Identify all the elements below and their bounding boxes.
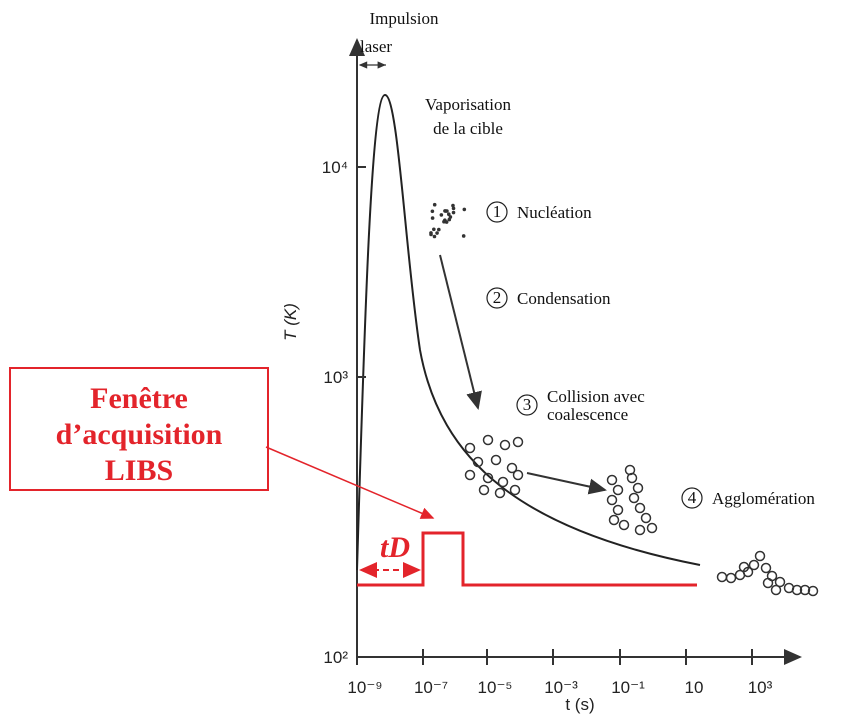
aggregate bbox=[612, 484, 624, 496]
temperature-curve bbox=[356, 93, 701, 571]
aggregate bbox=[738, 561, 750, 573]
x-tick-label: 10⁻⁷ bbox=[414, 678, 448, 697]
aggregate bbox=[799, 584, 811, 596]
stage-number: 1 bbox=[493, 202, 502, 221]
droplet bbox=[482, 472, 494, 484]
annotation: laser bbox=[360, 37, 392, 56]
particle bbox=[439, 213, 444, 217]
x-tick-label: 10 bbox=[685, 678, 704, 697]
acquisition-window bbox=[357, 531, 697, 587]
droplet bbox=[497, 476, 509, 488]
droplet bbox=[472, 456, 484, 468]
droplet bbox=[464, 442, 476, 454]
y-axis-label: T (K) bbox=[281, 303, 300, 341]
particle bbox=[451, 203, 455, 208]
x-tick-label: 10⁻⁵ bbox=[478, 678, 513, 697]
droplet bbox=[509, 484, 521, 496]
droplet bbox=[494, 487, 506, 499]
content: 10² 10³ 10⁴ 10⁻⁹ 10⁻⁷ 10⁻⁵ 10⁻³ 10⁻¹ 10 10³ T (K) t… bbox=[9, 9, 819, 714]
y-tick-label: 10³ bbox=[323, 368, 348, 387]
particle bbox=[442, 219, 446, 224]
droplet bbox=[506, 462, 518, 474]
aggregate bbox=[791, 584, 803, 596]
particle bbox=[432, 234, 437, 239]
particle bbox=[462, 207, 467, 212]
x-tick-label: 10³ bbox=[748, 678, 773, 697]
particle bbox=[432, 202, 437, 207]
particle bbox=[430, 216, 435, 220]
x-tick-label: 10⁻³ bbox=[544, 678, 578, 697]
stage-label: coalescence bbox=[547, 405, 628, 424]
stage-number: 3 bbox=[523, 395, 532, 414]
stage-label: Agglomération bbox=[712, 489, 815, 508]
aggregate bbox=[612, 504, 624, 516]
y-tick-label: 10⁴ bbox=[322, 158, 348, 177]
stage-marker bbox=[516, 394, 538, 416]
aggregate bbox=[725, 572, 737, 584]
particle bbox=[444, 209, 448, 213]
arrow bbox=[526, 472, 607, 495]
particle bbox=[451, 210, 456, 215]
window-box-text: d’acquisition bbox=[56, 418, 223, 451]
callout-line bbox=[265, 446, 435, 519]
aggregate bbox=[774, 576, 786, 588]
droplet bbox=[490, 454, 502, 466]
x-tick-label: 10⁻¹ bbox=[611, 678, 645, 697]
window-box-text: Fenêtre bbox=[90, 382, 188, 415]
droplet bbox=[482, 434, 494, 446]
particle bbox=[435, 231, 439, 235]
aggregate bbox=[632, 482, 644, 494]
droplet bbox=[464, 469, 476, 481]
aggregate bbox=[807, 585, 819, 597]
particle bbox=[447, 217, 452, 222]
particle bbox=[432, 227, 436, 232]
aggregate bbox=[606, 474, 618, 486]
stage-number: 2 bbox=[493, 288, 502, 307]
particle bbox=[430, 209, 435, 214]
aggregate bbox=[618, 519, 630, 531]
aggregate bbox=[762, 577, 774, 589]
x-axis-label: t (s) bbox=[565, 695, 594, 714]
aggregate bbox=[770, 584, 782, 596]
aggregate bbox=[748, 559, 760, 571]
droplet bbox=[512, 469, 524, 481]
stage-label: Condensation bbox=[517, 289, 611, 308]
delay-label: tD bbox=[380, 531, 410, 564]
aggregate bbox=[760, 562, 772, 574]
annotation: de la cible bbox=[433, 119, 503, 138]
stage-number: 4 bbox=[688, 488, 697, 507]
stage-label: Nucléation bbox=[517, 203, 592, 222]
arrow bbox=[439, 254, 482, 410]
aggregate bbox=[608, 514, 620, 526]
x-tick-label: 10⁻⁹ bbox=[347, 678, 382, 697]
annotation: Vaporisation bbox=[425, 95, 511, 114]
aggregate bbox=[634, 502, 646, 514]
stage-label: Collision avec bbox=[547, 387, 645, 406]
aggregate bbox=[628, 492, 640, 504]
aggregate bbox=[606, 494, 618, 506]
particle bbox=[437, 227, 441, 232]
aggregate bbox=[634, 524, 646, 536]
droplet bbox=[499, 439, 511, 451]
stage-marker bbox=[486, 287, 508, 309]
window-box-text: LIBS bbox=[105, 454, 173, 487]
stage-marker bbox=[486, 201, 508, 223]
droplet bbox=[512, 436, 524, 448]
window-box bbox=[9, 367, 269, 491]
particle bbox=[461, 234, 466, 238]
stage-marker bbox=[681, 487, 703, 509]
aggregate bbox=[624, 464, 636, 476]
y-tick-label: 10² bbox=[323, 648, 348, 667]
particle bbox=[429, 232, 433, 237]
aggregate bbox=[646, 522, 658, 534]
annotation: Impulsion bbox=[370, 9, 439, 28]
aggregate bbox=[716, 571, 728, 583]
aggregate bbox=[640, 512, 652, 524]
particle bbox=[446, 212, 451, 217]
aggregate bbox=[754, 550, 766, 562]
particle bbox=[451, 206, 456, 211]
droplet bbox=[478, 484, 490, 496]
